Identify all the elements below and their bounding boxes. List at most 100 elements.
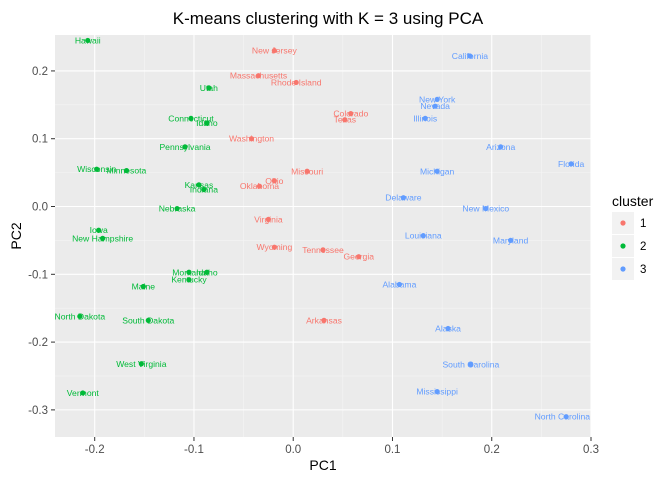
y-tick-label: -0.1 [28,269,48,281]
data-point [508,237,514,244]
data-point [468,361,474,368]
data-point [248,136,255,142]
legend-label: 1 [640,218,646,230]
y-tick-label: -0.2 [28,337,48,349]
point-label: Tennessee [302,245,344,255]
data-point [304,168,310,174]
data-point [94,166,100,172]
x-tick-label: -0.2 [85,444,105,456]
point-label: Iowa [90,225,108,235]
point-label: Washington [229,134,274,144]
data-point [356,254,362,260]
point-label: West Virginia [116,359,167,369]
point-label: Michigan [420,166,455,176]
point-label: South Carolina [442,359,499,369]
data-point [201,186,207,193]
point-label: Indiana [190,185,218,195]
data-point [348,111,354,117]
point-label: Kansas [185,180,214,190]
point-label: Louisiana [405,231,442,241]
x-tick-label: 0.0 [285,444,301,456]
point-label: Alabama [382,279,416,289]
point-label: Nevada [420,101,450,111]
point-label: Idaho [196,118,218,128]
legend: cluster 1 2 3 [612,193,654,280]
point-label: Vermont [67,388,100,398]
data-point [145,317,151,323]
point-label: Maine [132,282,156,292]
data-point [396,281,403,288]
point-label: Minnesota [107,166,147,176]
data-point [255,73,262,79]
data-point [196,182,202,188]
point-label: Colorado [333,109,368,119]
y-tick-label: 0.2 [32,66,48,78]
point-label: Arizona [486,142,515,152]
data-point [342,117,348,123]
data-point [434,388,440,395]
x-tick-label: 0.3 [583,444,599,456]
point-label: Nebraska [159,204,196,214]
chart-title: K-means clustering with K = 3 using PCA [173,9,484,28]
y-tick-label: 0.1 [32,134,48,146]
x-axis-ticks: -0.2 -0.1 0.0 0.1 0.2 0.3 [85,437,599,456]
data-point [498,144,504,150]
point-label: Arkansas [306,315,342,325]
data-point [140,283,146,290]
legend-key-dot [620,220,626,226]
legend-label: 2 [640,241,646,253]
point-label: Pennsylvania [159,142,210,152]
point-label: New Mexico [462,204,509,214]
data-point [85,37,91,44]
point-label: Wisconsin [77,164,116,174]
point-label: Kentucky [171,275,207,285]
data-point [563,414,569,420]
data-point [568,161,574,167]
point-label: Delaware [385,193,422,203]
legend-label: 3 [640,264,646,276]
point-label: South Dakota [122,315,174,325]
x-axis-title: PC1 [309,457,336,473]
legend-key-dot [620,243,626,249]
data-point [123,167,130,174]
data-point [271,47,277,54]
point-label: Rhode Island [271,77,322,87]
point-label: Mississippi [416,387,458,397]
point-label: Texas [334,115,356,125]
point-label: Wyoming [256,242,292,252]
y-tick-label: -0.3 [28,405,48,417]
data-point [206,85,212,91]
data-point [467,53,473,59]
point-label: Idaho [196,267,218,277]
data-point [265,216,272,222]
data-point [420,233,426,239]
data-point [321,317,327,323]
data-point [204,269,210,275]
point-label: Montana [172,267,206,277]
point-label: Georgia [343,252,374,262]
point-label: Missouri [291,166,323,176]
data-point [271,178,277,184]
x-tick-label: 0.2 [484,444,500,456]
data-point [400,195,406,201]
point-label: Maryland [493,235,529,245]
point-label: North Carolina [535,412,591,422]
y-axis-title: PC2 [8,222,24,249]
grid-lines [55,35,592,437]
point-label: Alaska [435,324,461,334]
point-label: Florida [558,159,584,169]
data-point [434,96,440,103]
data-point [100,235,106,241]
point-label: California [452,51,489,61]
data-point [422,115,428,121]
point-label: Virginia [254,214,283,224]
point-label: Connecticut [168,113,214,123]
data-point [320,247,326,253]
data-point [80,390,86,396]
y-axis-ticks: 0.2 0.1 0.0 -0.1 -0.2 -0.3 [28,66,55,417]
point-label: New Hampshire [72,233,133,243]
data-point [256,183,263,189]
point-label: New Jersey [252,46,298,56]
